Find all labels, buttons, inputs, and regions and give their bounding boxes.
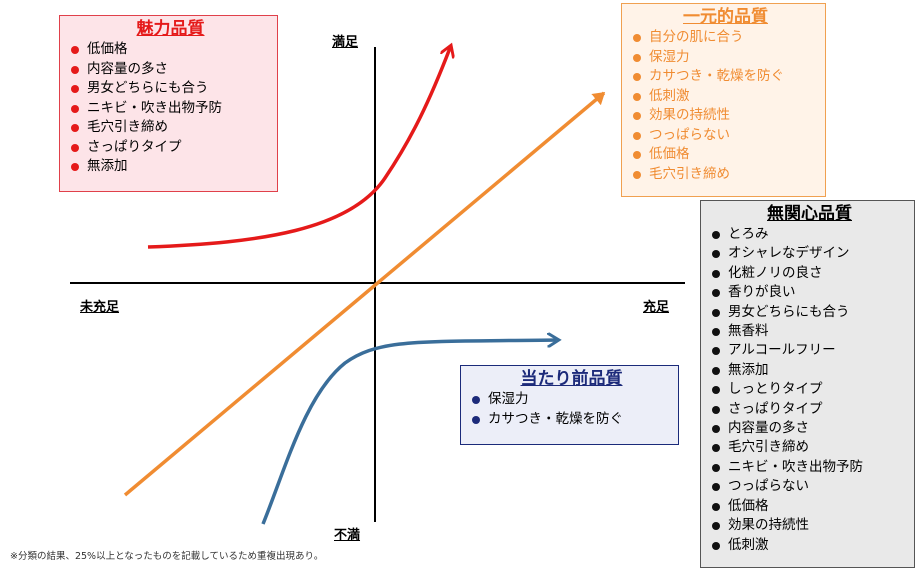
list-item: カサつき・乾燥を防ぐ	[632, 67, 819, 87]
list-item: 内容量の多さ	[70, 60, 271, 80]
list-item: 毛穴引き締め	[70, 118, 271, 138]
one-dimensional-curve	[123, 91, 606, 497]
one-dimensional-quality-box: 一元的品質 自分の肌に合う 保湿力 カサつき・乾燥を防ぐ 低刺激 効果の持続性 …	[621, 3, 826, 197]
axis-label-satisfied: 満足	[332, 35, 359, 50]
list-item: 保湿力	[471, 390, 672, 410]
list-item: 内容量の多さ	[711, 419, 908, 438]
list-item: さっぱりタイプ	[711, 400, 908, 419]
attractive-quality-box: 魅力品質 低価格 内容量の多さ 男女どちらにも合う ニキビ・吹き出物予防 毛穴引…	[59, 15, 278, 192]
list-item: つっぱらない	[632, 126, 819, 146]
list-item: 低価格	[632, 145, 819, 165]
footnote: ※分類の結果、25%以上となったものを記載しているため重複出現あり。	[10, 551, 324, 562]
list-item: 効果の持続性	[711, 516, 908, 535]
must-be-curve	[261, 340, 556, 525]
axis-label-fulfilled: 充足	[643, 300, 670, 315]
attractive-quality-title: 魅力品質	[136, 19, 205, 39]
list-item: オシャレなデザイン	[711, 244, 908, 263]
list-item: つっぱらない	[711, 477, 908, 496]
list-item: 無添加	[711, 361, 908, 380]
one-dimensional-quality-title: 一元的品質	[683, 7, 768, 27]
indifferent-quality-title: 無関心品質	[767, 204, 852, 224]
list-item: 低価格	[711, 497, 908, 516]
list-item: ニキビ・吹き出物予防	[711, 458, 908, 477]
must-be-quality-list: 保湿力 カサつき・乾燥を防ぐ	[471, 390, 672, 429]
list-item: 低刺激	[632, 87, 819, 107]
list-item: 保湿力	[632, 48, 819, 68]
list-item: ニキビ・吹き出物予防	[70, 99, 271, 119]
list-item: 男女どちらにも合う	[70, 79, 271, 99]
attractive-curve	[147, 48, 450, 249]
list-item: 男女どちらにも合う	[711, 303, 908, 322]
list-item: しっとりタイプ	[711, 380, 908, 399]
list-item: 効果の持続性	[632, 106, 819, 126]
one-dimensional-quality-list: 自分の肌に合う 保湿力 カサつき・乾燥を防ぐ 低刺激 効果の持続性 つっぱらない…	[632, 28, 819, 184]
list-item: 低価格	[70, 40, 271, 60]
list-item: 毛穴引き締め	[711, 438, 908, 457]
list-item: カサつき・乾燥を防ぐ	[471, 410, 672, 430]
list-item: とろみ	[711, 225, 908, 244]
list-item: 無添加	[70, 157, 271, 177]
indifferent-quality-list: とろみ オシャレなデザイン 化粧ノリの良さ 香りが良い 男女どちらにも合う 無香…	[711, 225, 908, 555]
list-item: 低刺激	[711, 536, 908, 555]
indifferent-quality-box: 無関心品質 とろみ オシャレなデザイン 化粧ノリの良さ 香りが良い 男女どちらに…	[700, 200, 915, 568]
list-item: 毛穴引き締め	[632, 165, 819, 185]
axis-label-dissatisfied: 不満	[334, 528, 361, 543]
list-item: 無香料	[711, 322, 908, 341]
list-item: 香りが良い	[711, 283, 908, 302]
must-be-quality-box: 当たり前品質 保湿力 カサつき・乾燥を防ぐ	[460, 365, 679, 445]
attractive-quality-list: 低価格 内容量の多さ 男女どちらにも合う ニキビ・吹き出物予防 毛穴引き締め さ…	[70, 40, 271, 177]
list-item: 自分の肌に合う	[632, 28, 819, 48]
must-be-quality-title: 当たり前品質	[520, 369, 623, 389]
list-item: さっぱりタイプ	[70, 138, 271, 158]
list-item: アルコールフリー	[711, 341, 908, 360]
axis-label-unfulfilled: 未充足	[80, 300, 120, 315]
list-item: 化粧ノリの良さ	[711, 264, 908, 283]
